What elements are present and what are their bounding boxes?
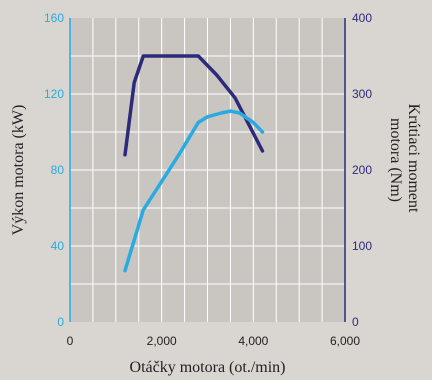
right-tick-label: 0 xyxy=(352,315,359,329)
right-y-axis-label-line-1: Krútiaci moment xyxy=(405,104,422,213)
right-y-axis-label: Krútiaci moment motora (Nm) xyxy=(387,104,422,217)
left-tick-label: 40 xyxy=(51,239,65,253)
right-y-axis-label-line-2: motora (Nm) xyxy=(387,118,404,202)
left-y-axis-label: Výkon motora (kW) xyxy=(10,105,27,236)
series-lines xyxy=(123,54,265,273)
torque-line xyxy=(123,54,265,157)
left-tick-label: 160 xyxy=(44,11,64,25)
right-tick-label: 400 xyxy=(352,11,372,25)
x-axis-label: Otáčky motora (ot./min) xyxy=(130,359,286,376)
tick-labels: 0 2,000 4,000 6,000 0 40 80 120 160 0 100 200 300 400 xyxy=(44,11,372,348)
left-tick-label: 0 xyxy=(57,315,64,329)
left-tick-label: 80 xyxy=(51,163,65,177)
right-tick-label: 300 xyxy=(352,87,372,101)
x-tick-label: 4,000 xyxy=(238,334,268,348)
left-tick-label: 120 xyxy=(44,87,64,101)
power-line xyxy=(123,109,265,273)
x-tick-label: 6,000 xyxy=(330,334,360,348)
right-tick-label: 200 xyxy=(352,163,372,177)
x-tick-label: 2,000 xyxy=(147,334,177,348)
x-tick-label: 0 xyxy=(67,334,74,348)
right-tick-label: 100 xyxy=(352,239,372,253)
